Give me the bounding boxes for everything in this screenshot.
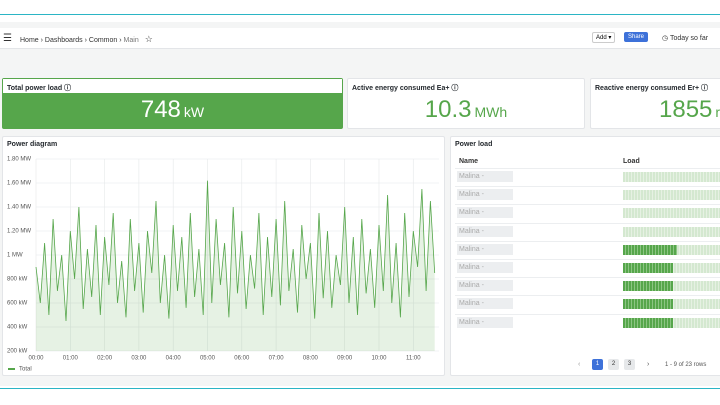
- value: 1855: [659, 96, 713, 123]
- gauge-track: [623, 226, 720, 237]
- panel-title: Active energy consumed Ea+ ⓘ: [352, 85, 459, 92]
- crumb[interactable]: Common: [88, 37, 118, 44]
- name-cell: Malina -: [457, 316, 513, 328]
- row-divider: [455, 186, 720, 188]
- table-panel: Power load Name Load ‹ › 1 - 9 of 23 row…: [450, 136, 720, 376]
- name-cell: Malina -: [457, 298, 513, 310]
- chart-panel: Power diagram 200 kW 400 kW 600 kW 800 kW 1 …: [2, 136, 445, 376]
- gauge-bar: [623, 299, 673, 310]
- panel-title: Power load: [455, 141, 493, 148]
- row-divider: [455, 168, 720, 169]
- top-bar: ☰ Home › Dashboards › Common › Main ☆ Ad…: [0, 28, 720, 49]
- prev-page[interactable]: ‹: [578, 361, 581, 368]
- y-tick-label: 1.40 MW: [7, 205, 31, 211]
- panel-title: Reactive energy consumed Er+ ⓘ: [595, 85, 709, 92]
- frame-line: [0, 14, 720, 15]
- value: 10.3: [424, 96, 472, 123]
- gauge-bar: [623, 244, 678, 255]
- x-tick-label: 06:00: [234, 356, 250, 362]
- name-cell: Malina -: [457, 262, 513, 273]
- gauge-track: [623, 208, 720, 219]
- chart: 200 kW 400 kW 600 kW 800 kW 1 MW 1.20 MW 1.40 …: [7, 157, 439, 373]
- label: Add: [596, 35, 607, 41]
- row-divider: [455, 313, 720, 315]
- y-tick-label: 800 kW: [7, 277, 28, 283]
- next-page[interactable]: ›: [647, 361, 650, 368]
- add-button[interactable]: Add ▾: [592, 32, 616, 43]
- unit: kW: [183, 104, 205, 120]
- crumb[interactable]: Home: [20, 37, 39, 44]
- column-header[interactable]: Load: [623, 158, 640, 165]
- share-button[interactable]: Share: [624, 32, 649, 42]
- gauge-bar: [623, 281, 673, 292]
- y-tick-label: 200 kW: [7, 349, 28, 355]
- row-divider: [455, 204, 720, 206]
- page-button[interactable]: 1: [592, 359, 603, 370]
- time-picker[interactable]: ◷ Today so far: [662, 35, 709, 42]
- name-cell: Malina -: [457, 243, 513, 255]
- stat-value: 748 kW: [3, 96, 342, 124]
- page-button[interactable]: 3: [624, 359, 635, 370]
- frame-line: [0, 388, 720, 389]
- stat-value: 1855 r: [659, 96, 720, 124]
- name-cell: Malina -: [457, 189, 513, 201]
- value: 748: [140, 96, 181, 123]
- x-tick-label: 01:00: [63, 356, 79, 362]
- label: Today so far: [669, 35, 709, 42]
- y-tick-label: 1.20 MW: [7, 229, 31, 235]
- menu-icon[interactable]: ☰: [3, 33, 12, 44]
- x-tick-label: 00:00: [28, 356, 44, 362]
- x-tick-label: 11:00: [406, 356, 421, 362]
- x-tick-label: 03:00: [131, 356, 147, 362]
- stat-value: 10.3 MWh: [348, 96, 584, 124]
- breadcrumb: Home › Dashboards › Common › Main ☆: [20, 34, 153, 44]
- gauge-bar: [623, 317, 673, 328]
- gauge-bar: [623, 263, 673, 273]
- title: Total power load: [7, 85, 63, 92]
- crumb: Main: [123, 37, 139, 44]
- row-divider: [455, 240, 720, 242]
- x-tick-label: 08:00: [303, 356, 319, 362]
- y-tick-label: 1.80 MW: [7, 157, 31, 163]
- stat-panel: Active energy consumed Ea+ ⓘ 10.3 MWh: [347, 78, 585, 129]
- page-button[interactable]: 2: [608, 359, 619, 370]
- title: Reactive energy consumed Er+: [595, 85, 700, 92]
- panel-title: Total power load ⓘ: [3, 79, 342, 93]
- star-icon[interactable]: ☆: [144, 34, 153, 44]
- unit: r: [715, 104, 720, 120]
- column-header[interactable]: Name: [459, 158, 479, 165]
- row-divider: [455, 222, 720, 224]
- y-tick-label: 1.60 MW: [7, 181, 31, 187]
- name-cell: Malina -: [457, 207, 513, 219]
- crumb[interactable]: Dashboards: [44, 37, 83, 44]
- unit: MWh: [474, 104, 508, 120]
- x-tick-label: 09:00: [337, 356, 353, 362]
- legend-label: Total: [19, 367, 32, 373]
- gauge-track: [623, 190, 720, 201]
- name-cell: Malina -: [457, 171, 513, 182]
- name-cell: Malina -: [457, 225, 513, 237]
- row-divider: [455, 259, 720, 260]
- x-tick-label: 04:00: [166, 356, 182, 362]
- line: [35, 180, 436, 322]
- y-tick-label: 600 kW: [7, 301, 28, 307]
- x-tick-label: 02:00: [97, 356, 113, 362]
- row-divider: [455, 277, 720, 279]
- row-divider: [455, 295, 720, 297]
- y-tick-label: 400 kW: [7, 325, 28, 331]
- stat-panel: Total power load ⓘ 748 kW: [2, 78, 343, 129]
- stat-panel: Reactive energy consumed Er+ ⓘ 1855 r: [590, 78, 720, 129]
- x-tick-label: 05:00: [200, 356, 216, 362]
- x-tick-label: 10:00: [371, 356, 387, 362]
- line-area: [36, 180, 435, 351]
- pagination-summary: 1 - 9 of 23 rows: [665, 362, 707, 368]
- y-tick-label: 1 MW: [7, 253, 23, 259]
- title: Active energy consumed Ea+: [352, 85, 450, 92]
- x-tick-label: 07:00: [269, 356, 285, 362]
- name-cell: Malina -: [457, 280, 513, 292]
- gauge-track: [623, 172, 720, 182]
- panel-title: Power diagram: [7, 141, 58, 148]
